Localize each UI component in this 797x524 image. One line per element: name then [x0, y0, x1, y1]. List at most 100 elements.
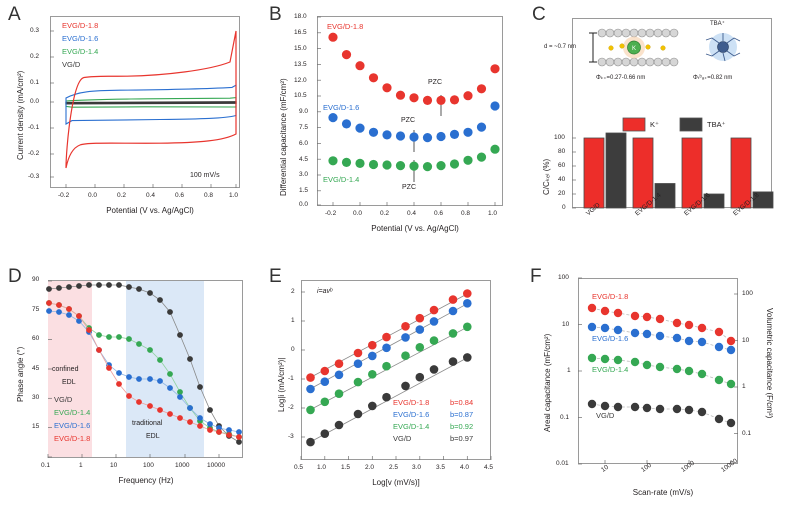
panel-c-ytick-60: 60: [558, 162, 566, 169]
panel-f-ytick-1: 1: [567, 367, 571, 374]
panel-b-pzc-label-blue: PZC: [401, 117, 415, 124]
panel-a-legend-1: EVG/D-1.6: [62, 34, 99, 43]
panel-b-ytick-0: 0.0: [299, 201, 309, 208]
panel-b-ytick-15b: 1.5: [299, 187, 309, 194]
panel-d-ytick-45: 45: [32, 365, 40, 372]
panel-b-pzc-label-red: PZC: [428, 79, 442, 86]
panel-b-series-label-16: EVG/D-1.6: [323, 103, 360, 112]
panel-b-xtick-4: 0.6: [434, 210, 444, 217]
panel-e-ytick-1: 1: [291, 317, 295, 324]
panel-d-ytick-60: 60: [32, 335, 40, 342]
panel-f-letter: F: [530, 266, 542, 287]
panel-b-xtick-3: 0.4: [407, 210, 417, 217]
panel-a-ytick-2: 0.1: [30, 79, 40, 86]
panel-a-ytick-5: -0.2: [28, 150, 40, 157]
panel-e-equation: i=avᵇ: [317, 288, 333, 295]
panel-b-ytick-3: 3.0: [299, 171, 309, 178]
panel-a-canvas: [50, 30, 237, 188]
panel-b-canvas: [317, 16, 500, 206]
panel-f-ytick-10: 10: [562, 321, 570, 328]
panel-d-xtick-4: 1000: [175, 462, 190, 469]
panel-e: E: [265, 262, 530, 524]
panel-d-band-traditional-line1: traditional: [132, 420, 163, 427]
panel-e-ytick-m1: -1: [288, 375, 294, 382]
panel-b-pzc-label-green: PZC: [402, 184, 416, 191]
panel-d-xtick-5: 10000: [207, 462, 226, 469]
panel-e-legend-2-b: b=0.92: [450, 422, 474, 431]
panel-e-ylabel: Log|i (mA/cm²)|: [277, 357, 286, 412]
panel-e-ytick-m3: -3: [288, 433, 294, 440]
panel-f-series-label-vgd: VG/D: [596, 411, 615, 420]
panel-d-ytick-15: 15: [32, 423, 40, 430]
panel-e-xtick-0: 0.5: [294, 464, 304, 471]
panel-a-letter: A: [8, 4, 21, 25]
panel-a: A Current density (mA/cm²) 0: [0, 0, 265, 262]
panel-b-xtick-2: 0.2: [380, 210, 390, 217]
panel-f-ytickR-10: 10: [742, 337, 750, 344]
panel-e-letter: E: [269, 266, 282, 287]
panel-d-band-traditional-line2: EDL: [146, 433, 160, 440]
panel-a-xtick-3: 0.4: [146, 192, 156, 199]
panel-f-series-label-18: EVG/D-1.8: [592, 292, 629, 301]
panel-a-legend-3: VG/D: [62, 60, 81, 69]
panel-b-plot-frame: [317, 16, 503, 206]
panel-a-ytick-4: -0.1: [28, 124, 40, 131]
panel-b-ytick-105: 10.5: [294, 92, 307, 99]
panel-d-band-confined-line2: EDL: [62, 379, 76, 386]
panel-f-ylabel: Areal capacitance (mF/cm²): [543, 333, 552, 432]
panel-c-inset-phi-tba: Φₜᵇₐ₊=0.82 nm: [693, 75, 733, 81]
panel-a-xtick-6: 1.0: [229, 192, 239, 199]
panel-e-xlabel: Log[v (mV/s)]: [372, 478, 420, 487]
panel-e-legend-1-label: EVG/D-1.6: [393, 410, 430, 419]
panel-a-ytick-6: -0.3: [28, 173, 40, 180]
panel-c-letter: C: [532, 4, 546, 25]
panel-e-legend-0-b: b=0.84: [450, 398, 474, 407]
panel-b-ytick-75: 7.5: [299, 124, 309, 131]
panel-b-series-label-18: EVG/D-1.8: [327, 22, 364, 31]
panel-e-legend-0-label: EVG/D-1.8: [393, 398, 430, 407]
panel-f-canvas: [578, 277, 738, 465]
panel-d-legend-3: EVG/D-1.8: [54, 434, 91, 443]
panel-c-legend-tba: TBA⁺: [707, 120, 726, 129]
panel-e-ytick-2: 2: [291, 288, 295, 295]
panel-e-ytick-0: 0: [291, 346, 295, 353]
panel-d-ytick-90: 90: [32, 276, 40, 283]
panel-e-xtick-5: 3.0: [412, 464, 422, 471]
panel-f-ylabel-right: Volumetric capacitance (F/cm³): [765, 308, 774, 419]
panel-f-series-label-14: EVG/D-1.4: [592, 365, 629, 374]
panel-a-xtick-4: 0.6: [175, 192, 185, 199]
panel-e-ytick-m2: -2: [288, 404, 294, 411]
panel-c-inset-tba-label: TBA⁺: [710, 21, 725, 27]
panel-b-letter: B: [269, 4, 282, 25]
panel-e-xtick-2: 1.5: [341, 464, 351, 471]
panel-b-xtick-1: 0.0: [353, 210, 363, 217]
panel-c-ylabel: C/Cₖₑₗ (%): [542, 158, 551, 195]
panel-c-canvas: K: [572, 28, 774, 209]
panel-e-legend-3-label: VG/D: [393, 434, 412, 443]
svg-text:K: K: [632, 46, 636, 52]
panel-e-canvas: [300, 289, 492, 460]
panel-c-ytick-100: 100: [554, 134, 565, 141]
panel-e-xtick-4: 2.5: [389, 464, 399, 471]
panel-b-ytick-9: 9.0: [299, 108, 309, 115]
panel-b-ylabel: Differential capacitance (mF/cm²): [279, 78, 288, 196]
panel-b: B: [265, 0, 530, 262]
panel-d-legend-1: EVG/D-1.4: [54, 408, 91, 417]
panel-e-legend-1-b: b=0.87: [450, 410, 474, 419]
panel-a-xtick-2: 0.2: [117, 192, 127, 199]
panel-f-xlabel: Scan-rate (mV/s): [632, 488, 694, 497]
panel-a-xlabel: Potential (V vs. Ag/AgCl): [106, 206, 194, 215]
panel-f-ytickR-01: 0.1: [742, 430, 752, 437]
panel-d-legend-0: VG/D: [54, 395, 73, 404]
panel-e-xtick-1: 1.0: [317, 464, 327, 471]
panel-c-ytick-80: 80: [558, 148, 566, 155]
panel-c-ytick-40: 40: [558, 176, 566, 183]
panel-f-ytick-001: 0.01: [556, 460, 569, 467]
panel-f-ytick-01: 0.1: [560, 414, 570, 421]
panel-a-xtick-0: -0.2: [58, 192, 70, 199]
panel-e-legend-2-label: EVG/D-1.4: [393, 422, 430, 431]
panel-b-xtick-0: -0.2: [325, 210, 337, 217]
panel-d-legend-2: EVG/D-1.6: [54, 421, 91, 430]
panel-f-series-label-16: EVG/D-1.6: [592, 334, 629, 343]
